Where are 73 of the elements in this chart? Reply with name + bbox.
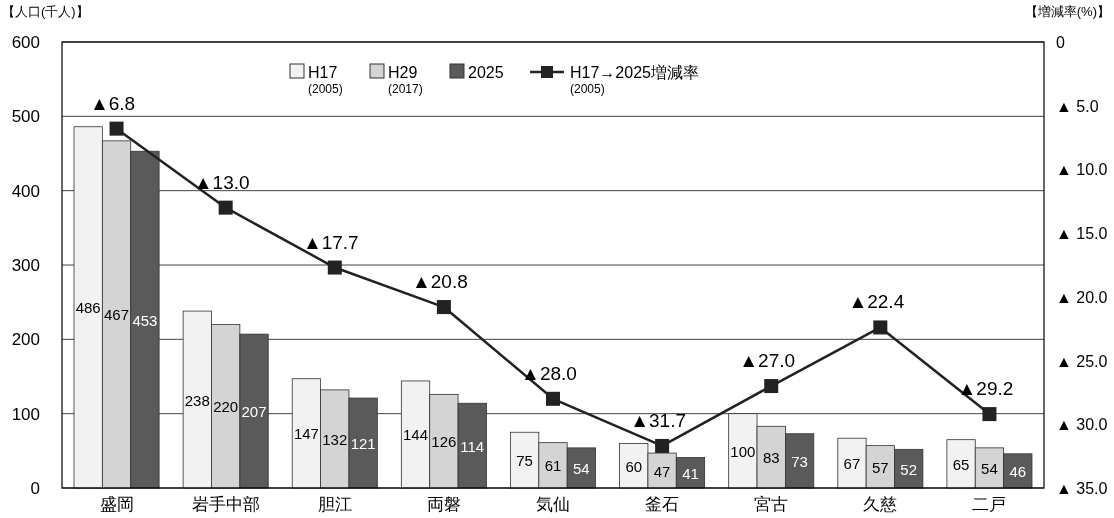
y2-tick-label: ▲ 35.0 (1056, 480, 1108, 497)
x-tick-label: 気仙 (536, 495, 570, 514)
y-tick-label: 300 (11, 256, 40, 275)
x-tick-label: 二戸 (972, 495, 1007, 514)
data-label: 132 (322, 430, 348, 448)
point (546, 391, 560, 406)
data-label: 41 (682, 464, 699, 482)
y-tick-label: 500 (11, 107, 40, 127)
y2-tick-label: ▲ 25.0 (1056, 352, 1108, 370)
y-tick-label: 600 (11, 33, 40, 52)
data-label: ▲17.7 (302, 231, 359, 253)
data-label: 144 (403, 426, 429, 444)
data-label: ▲13.0 (193, 171, 250, 193)
point (873, 320, 888, 335)
y2-axis-title: 【増減率(%)】 (1024, 4, 1110, 19)
y2-tick-label: ▲ 15.0 (1056, 225, 1108, 243)
point (436, 300, 451, 315)
data-label: 83 (762, 449, 780, 467)
x-tick-label: 岩手中部 (191, 495, 260, 514)
point (982, 407, 997, 422)
x-tick-label: 久慈 (863, 495, 898, 514)
data-label: 67 (843, 455, 861, 473)
y2-tick-label: ▲ 10.0 (1056, 161, 1108, 179)
data-label: 467 (104, 306, 130, 324)
point (218, 200, 233, 215)
data-label: 220 (213, 398, 239, 416)
data-label: ▲22.4 (848, 291, 905, 313)
data-label: 100 (730, 442, 756, 460)
data-label: 126 (431, 433, 457, 451)
y-tick-label: 400 (11, 181, 40, 201)
x-tick-label: 宮古 (754, 495, 789, 514)
data-label: ▲20.8 (411, 271, 468, 293)
y2-tick-label: ▲ 5.0 (1056, 97, 1099, 115)
y-tick-label: 200 (11, 330, 40, 350)
data-label: 47 (653, 462, 671, 480)
x-tick-label: 釜石 (645, 495, 680, 514)
legend-label: 2025 (468, 64, 504, 81)
y-tick-label: 0 (30, 479, 40, 498)
data-label: 61 (544, 457, 562, 475)
data-label: ▲31.7 (630, 409, 687, 431)
data-label: 75 (516, 452, 533, 470)
data-label: 121 (350, 435, 376, 453)
data-label: 57 (871, 458, 889, 476)
data-label: 73 (791, 452, 808, 470)
legend-item: 2025 (449, 63, 504, 81)
data-label: 486 (75, 299, 101, 317)
data-label: 46 (1009, 462, 1027, 480)
data-label: 207 (241, 403, 267, 421)
data-label: 60 (625, 457, 643, 475)
data-label: 453 (132, 311, 158, 329)
data-label: 54 (573, 459, 590, 477)
y2-tick-label: ▲ 20.0 (1056, 288, 1108, 306)
data-label: 238 (184, 391, 210, 409)
data-label: 147 (293, 425, 319, 443)
x-tick-label: 両磐 (426, 495, 461, 514)
y2-tick-label: 0 (1056, 34, 1065, 51)
data-label: ▲28.0 (521, 362, 577, 384)
y-tick-label: 100 (11, 404, 40, 424)
data-label: ▲6.8 (89, 92, 136, 114)
y2-tick-label: ▲ 30.0 (1056, 416, 1108, 434)
point (655, 438, 670, 453)
data-label: 65 (952, 455, 970, 473)
data-label: 52 (900, 460, 918, 478)
data-label: 54 (981, 459, 998, 477)
y-axis-title: 【人口(千人)】 (2, 4, 89, 19)
point (109, 121, 124, 136)
x-tick-label: 盛岡 (99, 495, 134, 514)
point (764, 379, 779, 394)
data-label: ▲27.0 (739, 350, 796, 372)
x-tick-label: 胆江 (317, 495, 352, 514)
data-label: ▲29.2 (957, 378, 1014, 400)
data-label: 114 (460, 437, 485, 455)
point (327, 260, 342, 275)
